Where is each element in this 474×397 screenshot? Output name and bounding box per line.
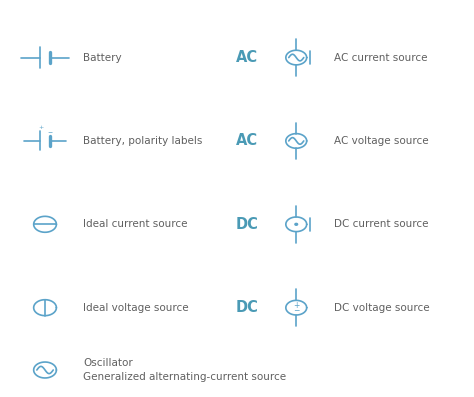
Text: −: − bbox=[47, 129, 52, 135]
Text: Ideal current source: Ideal current source bbox=[83, 219, 187, 229]
Text: −: − bbox=[293, 306, 300, 315]
Text: +: + bbox=[38, 125, 43, 130]
Text: AC: AC bbox=[236, 50, 258, 65]
Text: DC: DC bbox=[236, 217, 258, 232]
Text: Oscillator
Generalized alternating-current source: Oscillator Generalized alternating-curre… bbox=[83, 358, 286, 382]
Text: DC: DC bbox=[236, 300, 258, 315]
Polygon shape bbox=[295, 224, 298, 225]
Text: Ideal voltage source: Ideal voltage source bbox=[83, 303, 189, 313]
Text: AC voltage source: AC voltage source bbox=[334, 136, 429, 146]
Text: Battery: Battery bbox=[83, 52, 121, 63]
Text: +: + bbox=[293, 301, 300, 310]
Text: AC current source: AC current source bbox=[334, 52, 428, 63]
Text: DC voltage source: DC voltage source bbox=[334, 303, 430, 313]
Text: DC current source: DC current source bbox=[334, 219, 428, 229]
Text: AC: AC bbox=[236, 133, 258, 148]
Text: Battery, polarity labels: Battery, polarity labels bbox=[83, 136, 202, 146]
